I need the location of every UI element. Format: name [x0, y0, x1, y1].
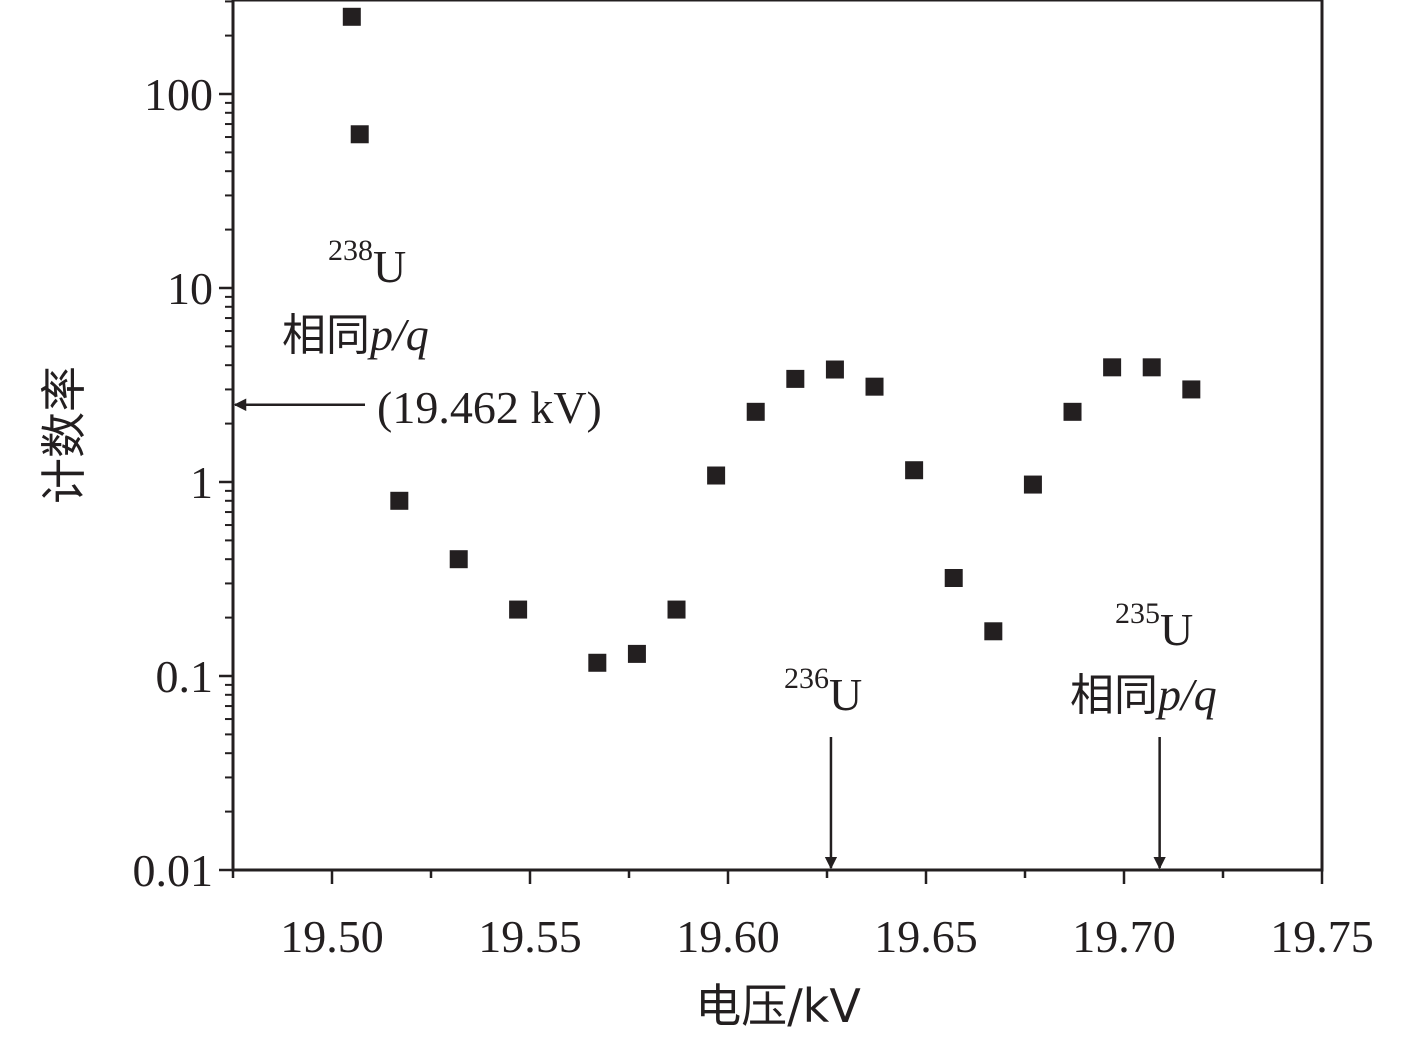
data-point — [627, 644, 646, 663]
u236-symbol: U — [829, 669, 862, 720]
data-point — [342, 7, 361, 26]
data-point — [509, 600, 528, 619]
data-point — [350, 125, 369, 144]
y-axis: 0.01 0.1 1 10 100 — [133, 0, 233, 896]
svg-text:238U: 238U — [328, 234, 406, 292]
annotation-u238: 238U 相同p/q (19.462 kV) — [233, 234, 602, 433]
u235-symbol: U — [1160, 604, 1193, 655]
data-point — [707, 466, 726, 485]
data-point — [588, 653, 607, 672]
y-tick-label: 1 — [190, 457, 213, 508]
data-point — [1063, 402, 1082, 421]
annotation-u235: 235U 相同p/q — [1070, 597, 1217, 870]
svg-text:相同p/q: 相同p/q — [282, 309, 429, 361]
annotation-u236: 236U — [784, 662, 862, 870]
y-tick-label: 100 — [144, 69, 213, 120]
data-point — [1023, 475, 1042, 494]
data-point — [1182, 380, 1201, 399]
u238-mass-number: 238 — [328, 234, 373, 267]
data-point — [1103, 358, 1122, 377]
u238-pq-label: p/q — [367, 309, 429, 360]
y-tick-label: 10 — [167, 263, 213, 314]
y-tick-label: 0.1 — [156, 651, 214, 702]
x-tick-label: 19.50 — [280, 911, 384, 962]
u235-same-label: 相同 — [1070, 670, 1158, 721]
data-series — [342, 7, 1201, 672]
data-point — [449, 550, 468, 569]
data-point — [667, 600, 686, 619]
svg-text:236U: 236U — [784, 662, 862, 720]
x-axis: 19.50 19.55 19.60 19.65 19.70 19.75 — [231, 870, 1374, 962]
data-point — [786, 369, 805, 388]
data-point — [390, 491, 409, 510]
u238-same-label: 相同 — [282, 310, 370, 361]
y-axis-title: 计数率 — [37, 366, 91, 504]
u235-mass-number: 235 — [1115, 597, 1160, 630]
y-tick-label: 0.01 — [133, 845, 214, 896]
u238-symbol: U — [373, 241, 406, 292]
x-tick-label: 19.70 — [1072, 911, 1176, 962]
x-tick-label: 19.55 — [478, 911, 582, 962]
x-tick-label: 19.60 — [676, 911, 780, 962]
plot-frame — [231, 0, 1324, 872]
data-point — [1142, 358, 1161, 377]
u236-mass-number: 236 — [784, 662, 829, 695]
svg-text:相同p/q: 相同p/q — [1070, 669, 1217, 721]
svg-text:235U: 235U — [1115, 597, 1193, 655]
data-point — [865, 377, 884, 396]
x-tick-label: 19.75 — [1270, 911, 1374, 962]
u238-voltage-label: (19.462 kV) — [377, 382, 602, 433]
data-point — [905, 461, 924, 480]
data-point — [944, 568, 963, 587]
u235-pq-label: p/q — [1155, 669, 1217, 720]
data-point — [825, 360, 844, 379]
data-point — [984, 622, 1003, 641]
data-point — [746, 402, 765, 421]
x-tick-label: 19.65 — [874, 911, 978, 962]
x-axis-title: 电压/kV — [695, 979, 861, 1033]
